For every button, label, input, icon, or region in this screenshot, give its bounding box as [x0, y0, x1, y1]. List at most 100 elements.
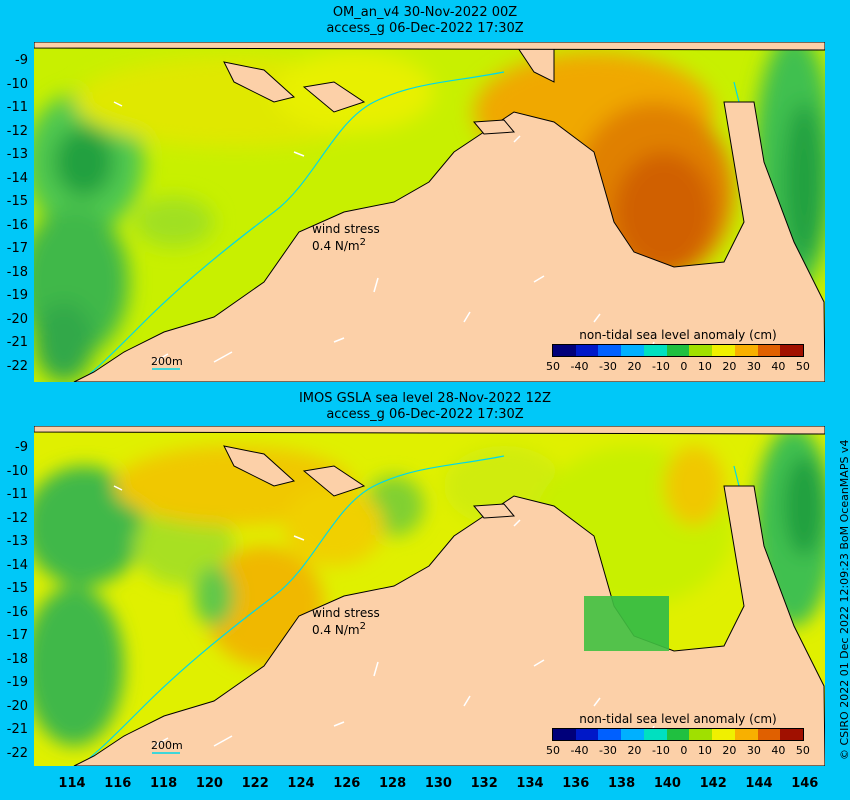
bottom-colorbar-swatch	[666, 729, 690, 740]
lon-tick: 116	[104, 776, 132, 791]
bottom-lat-tick: -9	[15, 440, 28, 455]
top-lat-tick: -16	[6, 217, 28, 233]
lon-tick: 142	[699, 776, 727, 791]
top-lat-tick: -21	[6, 335, 28, 350]
lon-tick: 144	[745, 776, 773, 791]
top-lat-tick: -19	[6, 288, 28, 303]
bottom-colorbar-swatch	[598, 729, 622, 740]
bottom-lat-tick: -18	[6, 651, 28, 667]
lon-tick: 120	[195, 776, 223, 791]
lon-tick: 128	[379, 776, 407, 791]
lon-tick: 114	[58, 776, 86, 791]
top-colorbar-tick: 20	[627, 360, 642, 373]
bottom-scale-label: 200m	[151, 739, 183, 752]
top-colorbar-strip	[552, 344, 804, 357]
bottom-colorbar-tick: -40	[570, 744, 589, 757]
bottom-colorbar-swatch	[553, 729, 576, 740]
top-wind-vectors	[113, 101, 655, 363]
top-colorbar-swatch	[734, 345, 758, 356]
top-colorbar-tick: 30	[746, 360, 761, 373]
bottom-colorbar-ticks: 50 -40 -30 20 -10 0 10 20 30 40 50	[546, 744, 810, 757]
top-lat-tick: -10	[6, 76, 28, 92]
bottom-colorbar-tick: -30	[598, 744, 617, 757]
bottom-lat-tick: -22	[6, 745, 28, 761]
bottom-colorbar-strip	[552, 728, 804, 741]
bottom-colorbar-tick: 10	[697, 744, 712, 757]
bottom-colorbar-title: non-tidal sea level anomaly (cm)	[579, 712, 777, 726]
lon-tick: 138	[608, 776, 636, 791]
bottom-colorbar-swatch	[780, 729, 804, 740]
top-colorbar-swatch	[553, 345, 576, 356]
bottom-lat-tick: -15	[6, 581, 28, 596]
top-colorbar-swatch	[689, 345, 713, 356]
bottom-colorbar-swatch	[643, 729, 667, 740]
bottom-lat-tick: -10	[6, 463, 28, 479]
bottom-lat-tick: -13	[6, 534, 28, 549]
bottom-colorbar-tick: 50	[795, 744, 810, 757]
bottom-colorbar-tick: 50	[546, 744, 560, 757]
bottom-lat-tick: -19	[6, 675, 28, 690]
top-lat-tick: -13	[6, 147, 28, 162]
lon-tick: 124	[287, 776, 315, 791]
top-title-line1: OM_an_v4 30-Nov-2022 00Z	[332, 5, 518, 20]
bottom-lat-tick: -16	[6, 604, 28, 620]
lon-tick: 134	[516, 776, 544, 791]
top-lat-tick: -11	[6, 100, 28, 115]
bottom-lat-tick: -21	[6, 722, 28, 737]
top-colorbar-tick: 10	[697, 360, 712, 373]
top-lat-tick: -12	[6, 123, 28, 139]
top-land	[34, 42, 825, 382]
top-colorbar-swatch	[666, 345, 690, 356]
bottom-wind-stress-label: wind stress 0.4 N/m2	[312, 606, 380, 637]
bottom-colorbar-tick: 20	[627, 744, 642, 757]
top-colorbar-swatch	[712, 345, 735, 356]
lon-tick: 118	[150, 776, 178, 791]
bottom-land	[34, 426, 825, 766]
bottom-lat-tick: -14	[6, 557, 28, 573]
bottom-title-line2: access_g 06-Dec-2022 17:30Z	[326, 407, 524, 422]
top-lat-tick: -18	[6, 264, 28, 280]
lon-tick: 136	[562, 776, 590, 791]
bottom-lat-tick: -20	[6, 698, 28, 714]
top-colorbar-swatch	[780, 345, 804, 356]
top-lat-tick: -14	[6, 170, 28, 186]
top-colorbar-tick: 0	[680, 360, 688, 373]
bottom-lat-tick: -11	[6, 487, 28, 502]
top-colorbar-swatch	[757, 345, 781, 356]
bottom-colorbar-swatch	[575, 729, 599, 740]
bottom-colorbar-swatch	[712, 729, 735, 740]
top-colorbar-swatch	[598, 345, 622, 356]
top-scale-label: 200m	[151, 355, 183, 368]
top-map: wind stress 0.4 N/m2 200m non-tidal sea …	[34, 42, 825, 382]
top-colorbar-swatch	[621, 345, 644, 356]
bottom-colorbar-tick: 20	[722, 744, 737, 757]
lon-tick: 132	[470, 776, 498, 791]
top-colorbar-tick: 50	[795, 360, 810, 373]
bottom-colorbar-swatch	[621, 729, 644, 740]
top-lat-tick: -22	[6, 358, 28, 374]
lon-tick: 126	[333, 776, 361, 791]
bottom-colorbar-swatch	[734, 729, 758, 740]
top-colorbar-tick: -40	[570, 360, 589, 373]
top-lat-tick: -17	[6, 241, 28, 256]
bottom-gulf-patch	[584, 596, 669, 651]
top-colorbar-tick: 20	[722, 360, 737, 373]
top-lat-tick: -20	[6, 311, 28, 327]
top-colorbar-swatch	[643, 345, 667, 356]
top-lat-tick: -9	[15, 53, 28, 68]
lon-tick: 122	[241, 776, 269, 791]
top-title-line2: access_g 06-Dec-2022 17:30Z	[326, 21, 524, 36]
bottom-map: wind stress 0.4 N/m2 200m non-tidal sea …	[34, 426, 825, 766]
top-colorbar-ticks: 50 -40 -30 20 -10 0 10 20 30 40 50	[546, 360, 810, 373]
bottom-colorbar-swatch	[689, 729, 713, 740]
top-colorbar-swatch	[575, 345, 599, 356]
top-colorbar-tick: 50	[546, 360, 560, 373]
top-wind-stress-label: wind stress 0.4 N/m2	[312, 222, 380, 253]
lon-tick: 130	[424, 776, 452, 791]
bottom-colorbar-tick: 0	[680, 744, 688, 757]
bottom-colorbar-swatch	[757, 729, 781, 740]
top-colorbar-tick: -10	[651, 360, 670, 373]
credit-text: © CSIRO 2022 01 Dec 2022 12:09:23 BoM Oc…	[838, 439, 850, 760]
top-colorbar-tick: -30	[598, 360, 617, 373]
